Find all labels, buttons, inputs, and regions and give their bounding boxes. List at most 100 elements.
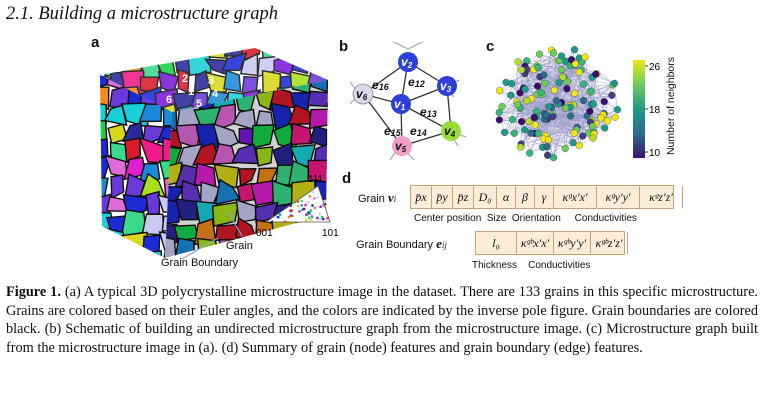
network-node	[517, 143, 525, 151]
grain	[292, 48, 316, 62]
feature-cell: D₀	[474, 186, 497, 208]
network-node	[518, 66, 526, 74]
pole-point	[306, 201, 310, 204]
pole-point	[289, 214, 293, 217]
pole-point	[308, 212, 312, 215]
colorbar: 26 18 10	[633, 60, 661, 159]
network-edge	[499, 52, 554, 113]
grain	[277, 260, 291, 275]
network-node	[575, 68, 583, 76]
pole-point	[281, 201, 284, 205]
pole-point	[308, 194, 312, 198]
network-node	[526, 149, 534, 157]
feature-cell: β	[516, 186, 535, 208]
pole-point	[266, 206, 270, 210]
microstructure-cube: 2 3 1 4 5 6	[100, 48, 352, 275]
network-edge	[504, 121, 591, 133]
pole-point	[304, 218, 308, 222]
pole-point	[318, 218, 322, 221]
grain-boundary-label: Grain Boundary	[161, 257, 239, 269]
grain	[138, 162, 161, 183]
pole-point	[326, 216, 329, 220]
pole-point	[311, 190, 315, 194]
network-node	[601, 124, 609, 132]
network-edge	[520, 107, 566, 145]
pole-point	[313, 197, 316, 200]
network-node	[589, 122, 597, 130]
panel-label-b: b	[339, 38, 349, 55]
feature-cell: κᵍz′z′	[640, 186, 683, 208]
pole-point	[266, 194, 268, 198]
pole-point	[278, 213, 282, 216]
network-node	[545, 103, 553, 111]
network-edge	[528, 74, 545, 122]
network-node	[534, 82, 542, 90]
network-edge	[542, 49, 575, 95]
pole-point	[274, 205, 278, 209]
network-node	[579, 132, 587, 140]
grain	[329, 85, 352, 111]
svg-text:v1: v1	[394, 97, 406, 112]
pole-label-001: 001	[256, 228, 273, 239]
grain	[326, 102, 328, 130]
grain-label: Grain	[226, 240, 253, 252]
edge-label: e14	[410, 124, 427, 138]
pole-point	[299, 191, 303, 195]
caption-lead: Figure 1.	[6, 284, 61, 300]
network-node	[559, 73, 567, 81]
pole-point	[267, 215, 271, 219]
grain	[221, 51, 248, 72]
network-node	[540, 71, 548, 79]
grain	[172, 48, 191, 60]
grain	[271, 48, 293, 60]
network-node	[507, 91, 515, 99]
pole-point	[316, 195, 319, 199]
network-node	[508, 116, 516, 124]
network-edge	[538, 115, 588, 134]
panel-label-c: c	[486, 38, 495, 55]
network-node	[555, 79, 563, 87]
pole-point	[283, 220, 287, 222]
svg-text:v5: v5	[395, 139, 407, 154]
grain	[255, 146, 274, 167]
grain	[309, 256, 328, 258]
pole-point	[320, 215, 324, 219]
network-node	[518, 118, 526, 126]
network-edge	[548, 120, 592, 140]
pole-point	[321, 217, 325, 221]
colorbar-tick: 10	[649, 148, 661, 159]
pole-point	[328, 209, 330, 213]
network-edge	[501, 60, 559, 107]
network-node	[531, 121, 539, 129]
network-edge	[565, 107, 595, 133]
network-edge	[501, 69, 522, 107]
grain	[238, 168, 257, 188]
network-edge	[565, 115, 571, 149]
grain	[165, 197, 181, 226]
network-node	[549, 112, 557, 121]
pole-point	[285, 186, 288, 189]
pole-point	[276, 205, 280, 209]
pole-point	[271, 198, 275, 201]
grain-pointer	[227, 211, 243, 237]
grain-numbers: 2 3 1 4 5 6	[166, 73, 219, 110]
pole-point	[286, 191, 290, 194]
grain-number: 4	[212, 88, 219, 100]
pole-point	[283, 192, 286, 196]
network-node	[541, 79, 549, 87]
network-edge	[524, 129, 530, 154]
network-node	[513, 100, 521, 108]
svg-text:v2: v2	[401, 55, 413, 70]
feature-cell: p̄x	[411, 186, 432, 208]
network-edge	[535, 120, 592, 126]
grain	[103, 104, 128, 127]
pole-point	[271, 189, 275, 192]
network-node	[550, 86, 558, 94]
pole-point	[318, 212, 322, 216]
network-node	[600, 98, 608, 106]
boundary-feature-table: l₀ κᵍᵇx′x′ κᵍᵇy′y′ κᵍᵇz′z′	[475, 231, 628, 255]
panel-label-d: d	[342, 170, 352, 187]
network-node	[514, 58, 522, 66]
edge-label: e12	[408, 75, 425, 89]
pole-point	[324, 195, 328, 199]
